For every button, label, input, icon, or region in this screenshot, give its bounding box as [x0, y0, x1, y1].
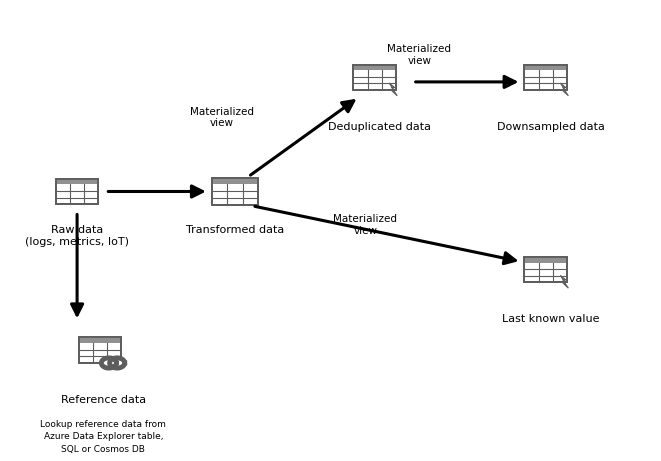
Bar: [79, 337, 122, 363]
Text: Deduplicated data: Deduplicated data: [329, 122, 432, 132]
Polygon shape: [101, 358, 116, 368]
Bar: [212, 177, 258, 184]
Bar: [524, 257, 567, 283]
Bar: [524, 65, 567, 90]
Text: Materialized
view: Materialized view: [190, 107, 254, 129]
Bar: [212, 177, 258, 205]
Bar: [354, 65, 396, 70]
Text: Reference data: Reference data: [61, 395, 146, 405]
Bar: [79, 337, 122, 343]
Text: Lookup reference data from
Azure Data Explorer table,
SQL or Cosmos DB: Lookup reference data from Azure Data Ex…: [40, 420, 167, 454]
Bar: [56, 179, 98, 184]
Bar: [79, 337, 122, 363]
Bar: [354, 65, 396, 90]
Bar: [212, 177, 258, 205]
Polygon shape: [561, 83, 568, 96]
Text: Transformed data: Transformed data: [186, 225, 284, 235]
Polygon shape: [389, 83, 397, 96]
Text: Raw data
(logs, metrics, IoT): Raw data (logs, metrics, IoT): [25, 225, 129, 247]
Polygon shape: [561, 275, 568, 288]
Bar: [524, 257, 567, 262]
Text: Materialized
view: Materialized view: [387, 44, 451, 66]
Bar: [354, 65, 396, 90]
Polygon shape: [389, 83, 397, 96]
Text: Last known value: Last known value: [502, 314, 600, 325]
Bar: [524, 257, 567, 283]
Bar: [524, 65, 567, 90]
Polygon shape: [561, 275, 568, 288]
Polygon shape: [110, 358, 125, 368]
Text: Downsampled data: Downsampled data: [497, 122, 605, 132]
Text: Materialized
view: Materialized view: [333, 214, 397, 236]
Bar: [56, 179, 98, 204]
Bar: [56, 179, 98, 204]
Polygon shape: [561, 83, 568, 96]
Bar: [524, 65, 567, 70]
